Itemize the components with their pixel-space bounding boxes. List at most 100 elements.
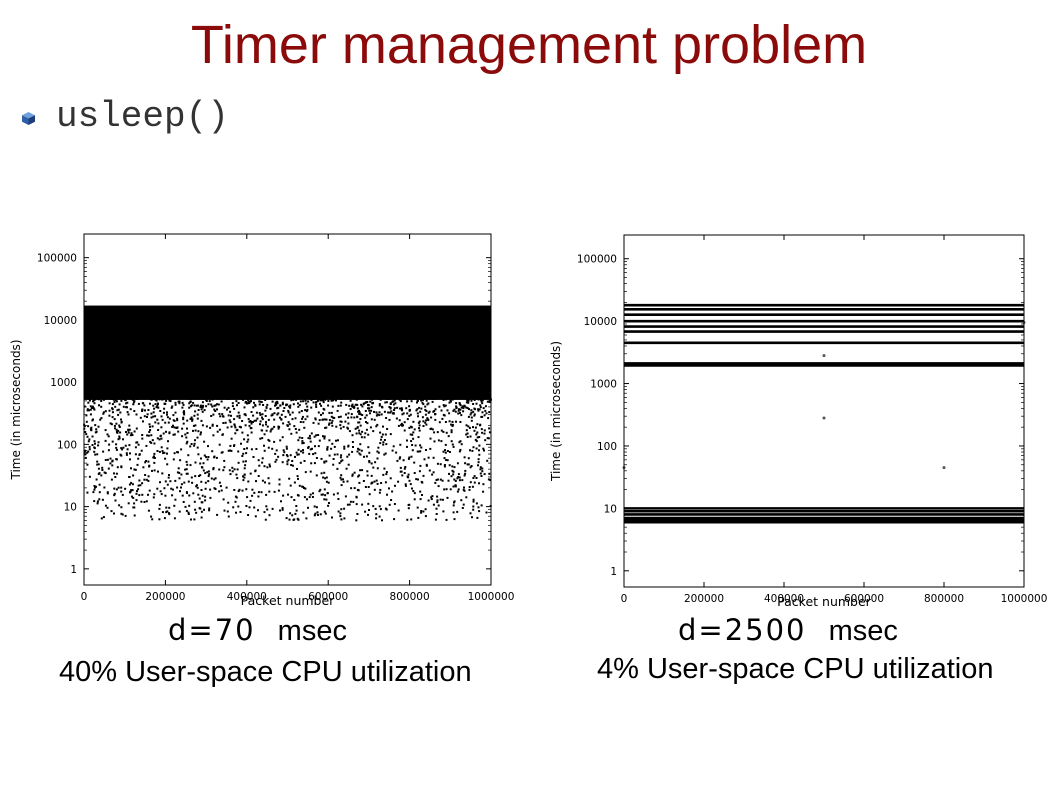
sample-point bbox=[120, 486, 123, 489]
x-tick-label: 400000 bbox=[227, 591, 267, 603]
sample-point bbox=[463, 456, 466, 459]
sample-point bbox=[306, 498, 308, 501]
sample-point bbox=[379, 488, 382, 491]
sample-point bbox=[132, 401, 135, 404]
sample-point bbox=[298, 436, 301, 439]
sample-point bbox=[193, 397, 196, 400]
sample-point bbox=[176, 486, 179, 489]
sample-point bbox=[143, 415, 146, 418]
sample-point bbox=[375, 513, 378, 516]
sample-point bbox=[351, 434, 354, 437]
sample-point bbox=[376, 482, 379, 485]
sample-point bbox=[352, 500, 355, 503]
blue-cube-bullet-icon bbox=[22, 112, 35, 125]
sample-point bbox=[113, 418, 116, 421]
sample-point bbox=[400, 422, 403, 425]
sample-point bbox=[295, 451, 298, 454]
sample-point bbox=[357, 421, 360, 424]
sample-point bbox=[298, 428, 301, 431]
sample-point bbox=[187, 454, 190, 457]
sample-point bbox=[143, 501, 146, 503]
sample-point bbox=[101, 469, 104, 471]
sample-point bbox=[483, 414, 486, 417]
sample-point bbox=[439, 498, 442, 501]
sample-point bbox=[109, 422, 112, 425]
sample-point bbox=[181, 435, 184, 438]
sample-point bbox=[379, 398, 382, 401]
sample-point bbox=[445, 518, 448, 521]
sample-point bbox=[161, 450, 164, 453]
sample-point bbox=[379, 397, 381, 400]
sample-point bbox=[152, 496, 155, 499]
sample-point bbox=[368, 493, 371, 496]
sample-point bbox=[293, 518, 296, 521]
sample-point bbox=[150, 515, 153, 518]
sample-point bbox=[188, 406, 191, 409]
sample-point bbox=[208, 473, 211, 476]
sample-point bbox=[399, 443, 402, 446]
sample-point bbox=[456, 510, 459, 513]
sample-point bbox=[481, 402, 484, 405]
sample-point bbox=[139, 484, 142, 487]
sample-point bbox=[84, 395, 87, 398]
sample-point bbox=[486, 437, 489, 440]
sample-point bbox=[254, 404, 257, 407]
sample-point bbox=[318, 490, 321, 493]
sample-point bbox=[404, 395, 407, 398]
sample-point bbox=[225, 486, 228, 489]
sample-point bbox=[248, 420, 251, 423]
sample-point bbox=[470, 411, 473, 414]
sample-point bbox=[192, 492, 195, 495]
sample-point bbox=[385, 417, 388, 419]
sample-point bbox=[330, 395, 333, 397]
sample-point bbox=[128, 483, 131, 486]
sample-point bbox=[328, 411, 331, 414]
sample-point bbox=[451, 425, 454, 427]
sample-point bbox=[184, 433, 187, 436]
sample-point bbox=[282, 410, 285, 412]
sample-point bbox=[290, 464, 293, 466]
sample-point bbox=[477, 464, 479, 467]
sample-point bbox=[94, 442, 96, 445]
sample-point bbox=[340, 454, 343, 457]
sample-point bbox=[308, 452, 311, 455]
sample-point bbox=[172, 433, 175, 436]
sample-point bbox=[153, 452, 156, 455]
sample-point bbox=[301, 442, 304, 445]
sample-point bbox=[453, 466, 456, 469]
sample-point bbox=[313, 514, 316, 517]
y-tick-label: 10000 bbox=[584, 316, 617, 328]
sample-point bbox=[389, 433, 392, 436]
sample-point bbox=[350, 404, 353, 407]
sample-point bbox=[401, 413, 404, 416]
sample-point bbox=[207, 456, 210, 458]
sample-point bbox=[235, 429, 238, 432]
sample-point bbox=[431, 395, 434, 398]
sample-point bbox=[268, 482, 271, 485]
sample-point bbox=[375, 411, 378, 414]
sample-point bbox=[442, 404, 445, 407]
sample-point bbox=[189, 405, 192, 408]
sample-point bbox=[93, 402, 96, 405]
sample-point bbox=[257, 491, 260, 494]
sample-point bbox=[173, 426, 176, 429]
sample-point bbox=[146, 416, 148, 418]
sample-point bbox=[188, 494, 191, 497]
sample-point bbox=[196, 486, 199, 489]
sample-point bbox=[375, 517, 378, 520]
sample-point bbox=[101, 498, 104, 501]
sample-point bbox=[111, 403, 114, 406]
sample-point bbox=[90, 426, 93, 429]
sample-point bbox=[377, 446, 380, 449]
sample-point bbox=[209, 488, 212, 491]
sample-point bbox=[204, 472, 207, 475]
sample-point bbox=[174, 498, 177, 501]
sample-point bbox=[183, 396, 186, 399]
sample-point bbox=[246, 447, 248, 450]
sample-point bbox=[323, 437, 326, 440]
sample-point bbox=[174, 397, 177, 400]
x-tick-label: 0 bbox=[81, 591, 88, 603]
sample-point bbox=[338, 396, 341, 399]
sample-point bbox=[121, 493, 124, 496]
sample-point bbox=[471, 485, 474, 488]
